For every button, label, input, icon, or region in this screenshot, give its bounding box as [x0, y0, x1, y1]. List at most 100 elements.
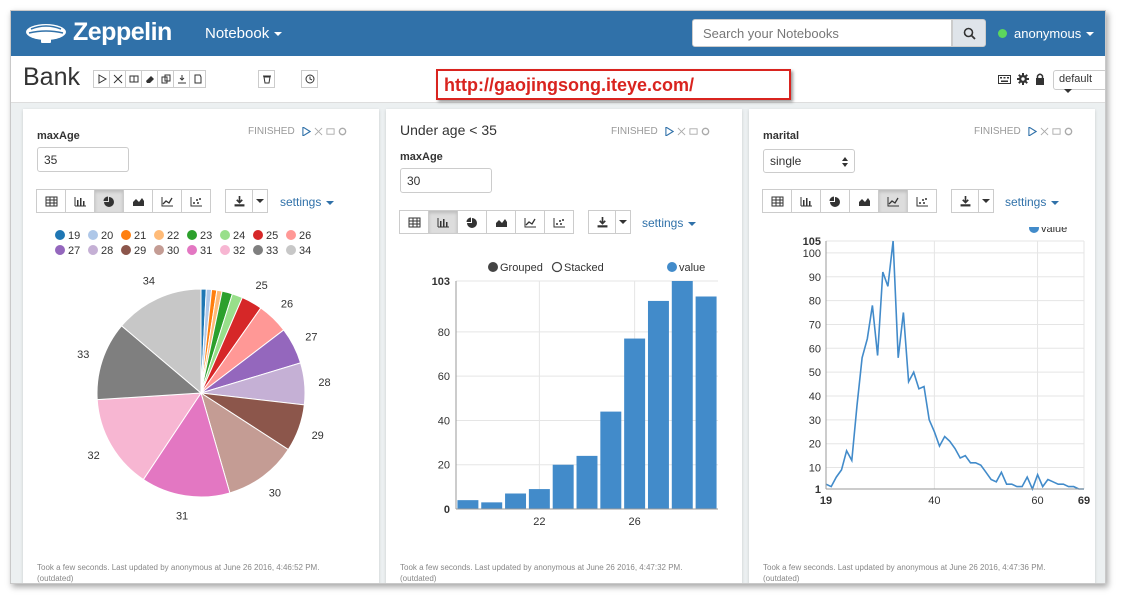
area-chart-button[interactable] — [123, 189, 153, 213]
expand-icon[interactable] — [677, 127, 686, 136]
bar — [576, 455, 598, 509]
legend-swatch — [154, 230, 164, 240]
clear-output-button[interactable] — [141, 70, 158, 88]
gear-icon[interactable] — [701, 127, 710, 136]
expand-icon[interactable] — [1040, 127, 1049, 136]
pie-chart-button[interactable] — [94, 189, 124, 213]
bar-chart-button[interactable] — [428, 210, 458, 234]
version-button[interactable] — [189, 70, 206, 88]
search-icon — [963, 27, 976, 40]
slice-label: 27 — [305, 332, 317, 344]
marital-select-value: single — [770, 154, 802, 168]
book-icon[interactable] — [1052, 127, 1061, 136]
notebook-menu[interactable]: Notebook — [205, 25, 283, 42]
legend-value-label: value — [679, 262, 705, 274]
select-arrows-icon — [842, 157, 848, 167]
bar-chart-button[interactable] — [791, 189, 821, 213]
gear-icon[interactable] — [1017, 73, 1029, 85]
eraser-icon — [145, 76, 154, 83]
scatter-chart-button[interactable] — [907, 189, 937, 213]
settings-toggle[interactable]: settings — [280, 195, 335, 209]
bar — [552, 464, 574, 509]
pie-chart: 19 20 21 22 23 24 25 26 27 28 29 30 31 32 33 34 25 26 27 28… — [55, 230, 331, 523]
download-button[interactable] — [588, 210, 616, 234]
line-chart-button[interactable] — [152, 189, 182, 213]
paragraph-title[interactable]: Under age < 35 — [400, 122, 497, 138]
x-tick-label: 19 — [820, 495, 832, 507]
bar-chart-button[interactable] — [65, 189, 95, 213]
download-button[interactable] — [225, 189, 253, 213]
gear-icon[interactable] — [1064, 127, 1073, 136]
settings-label: settings — [280, 195, 322, 209]
bar — [671, 281, 693, 509]
export-button[interactable] — [173, 70, 190, 88]
area-chart-button[interactable] — [486, 210, 516, 234]
toggle-output-button[interactable] — [125, 70, 142, 88]
legend-swatch — [88, 245, 98, 255]
scatter-chart-button[interactable] — [544, 210, 574, 234]
gear-icon[interactable] — [338, 127, 347, 136]
slice-label: 28 — [318, 377, 330, 389]
paragraph-pie: maxAge FINISHED 35 settings 19 20 21 22 23 24… — [23, 109, 379, 583]
footer-note: (outdated) — [37, 574, 74, 583]
notebook-toolbar — [93, 70, 206, 88]
scatter-chart-button[interactable] — [181, 189, 211, 213]
pie-chart-button[interactable] — [820, 189, 850, 213]
user-menu[interactable]: anonymous — [998, 26, 1095, 41]
legend-label: 28 — [101, 245, 113, 257]
download-options-button[interactable] — [615, 210, 631, 234]
y-tick-label: 0 — [444, 504, 450, 516]
paragraph-footer: Took a few seconds. Last updated by anon… — [763, 562, 1045, 583]
download-icon — [177, 75, 186, 84]
table-view-button[interactable] — [36, 189, 66, 213]
play-icon[interactable] — [1028, 127, 1037, 136]
run-all-button[interactable] — [93, 70, 110, 88]
keyboard-icon[interactable] — [998, 74, 1011, 84]
book-icon[interactable] — [689, 127, 698, 136]
search-button[interactable] — [952, 19, 986, 47]
logo[interactable]: Zeppelin — [23, 18, 172, 47]
area-chart-button[interactable] — [849, 189, 879, 213]
bar — [528, 489, 550, 509]
notebook-title[interactable]: Bank — [23, 63, 80, 91]
clone-button[interactable] — [157, 70, 174, 88]
pie-chart-button[interactable] — [457, 210, 487, 234]
marital-select[interactable]: single — [763, 149, 855, 173]
search-input[interactable]: Search your Notebooks — [692, 19, 952, 47]
legend-label: 34 — [299, 245, 311, 257]
legend-label: 32 — [233, 245, 245, 257]
download-options-button[interactable] — [252, 189, 268, 213]
table-view-button[interactable] — [399, 210, 429, 234]
pie-slice — [120, 288, 202, 395]
settings-toggle[interactable]: settings — [1005, 195, 1060, 209]
play-icon[interactable] — [665, 127, 674, 136]
delete-notebook-button[interactable] — [258, 70, 275, 88]
pie-chart-icon — [103, 196, 114, 207]
expand-icon[interactable] — [314, 127, 323, 136]
zeppelin-window: Zeppelin Notebook Search your Notebooks … — [10, 10, 1106, 584]
schedule-group — [301, 70, 318, 88]
line-chart-button[interactable] — [878, 189, 908, 213]
play-icon[interactable] — [302, 127, 311, 136]
line-chart-button[interactable] — [515, 210, 545, 234]
bar — [457, 500, 479, 509]
book-icon[interactable] — [326, 127, 335, 136]
slice-label: 25 — [255, 280, 267, 292]
footer-text: Took a few seconds. Last updated by anon… — [37, 563, 320, 572]
toggle-editor-button[interactable] — [109, 70, 126, 88]
table-view-button[interactable] — [762, 189, 792, 213]
settings-toggle[interactable]: settings — [642, 216, 697, 230]
schedule-button[interactable] — [301, 70, 318, 88]
interpreter-dropdown[interactable]: default — [1053, 70, 1105, 94]
download-button[interactable] — [951, 189, 979, 213]
bar-chart-icon — [437, 217, 449, 227]
download-options-button[interactable] — [978, 189, 994, 213]
download-group — [951, 189, 994, 213]
legend-label: 29 — [134, 245, 146, 257]
lock-icon[interactable] — [1035, 73, 1045, 85]
max-age-input[interactable]: 30 — [400, 168, 492, 193]
legend-value-label: value — [1041, 227, 1067, 235]
max-age-input[interactable]: 35 — [37, 147, 129, 172]
y-tick-label: 10 — [809, 463, 821, 475]
status-dot-icon — [998, 29, 1007, 38]
